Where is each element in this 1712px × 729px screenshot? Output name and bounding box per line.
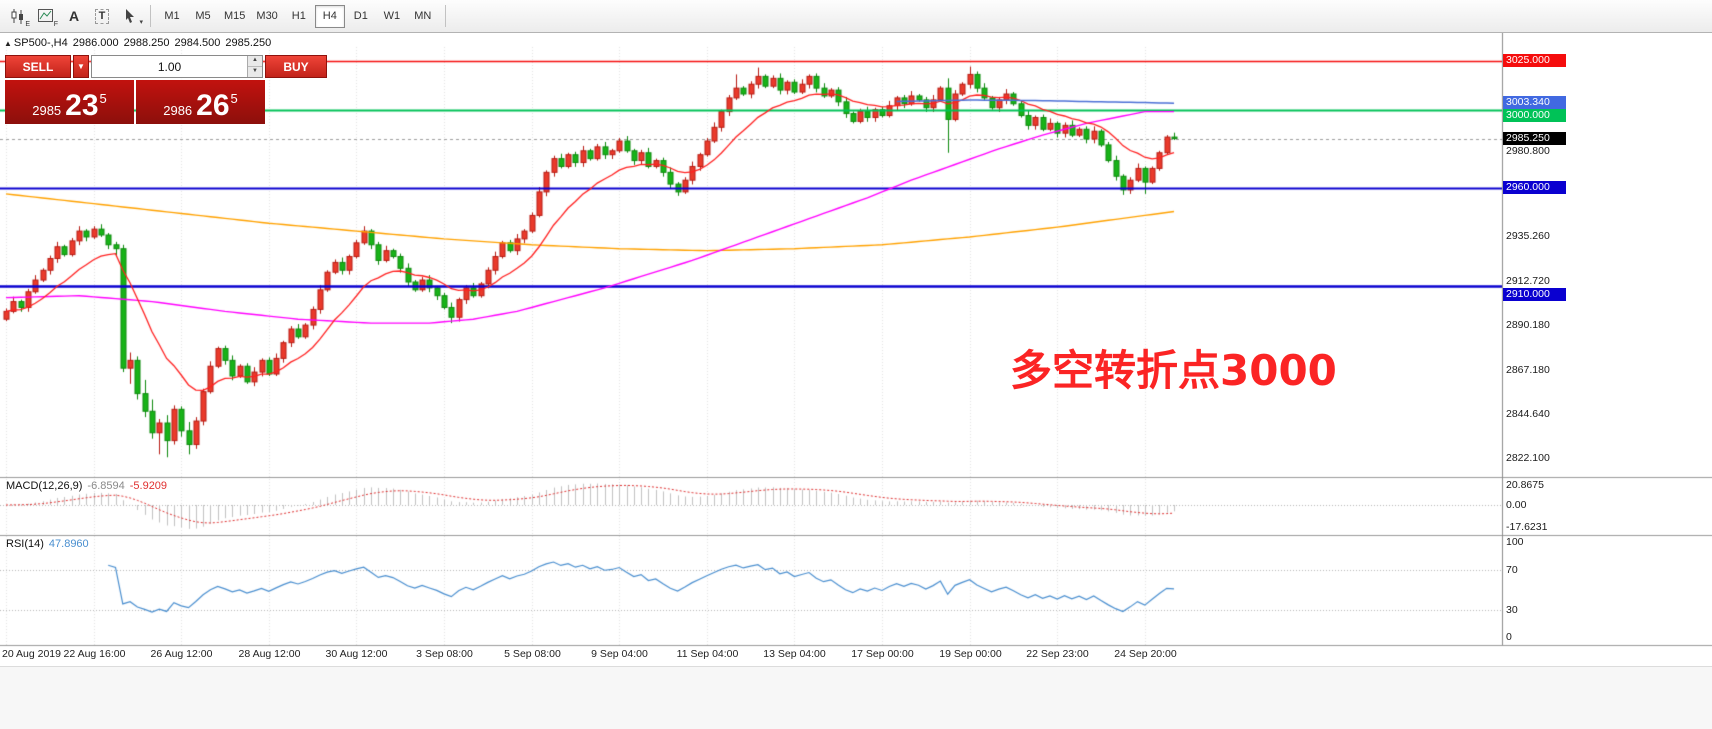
bar-high-value: 2988.250 [123,37,170,49]
timeframe-button-m5[interactable]: M5 [188,5,218,28]
macd-value: -6.8594 [87,480,125,492]
date-axis-label: 9 Sep 04:00 [591,648,648,660]
rsi-scale-label: 100 [1506,536,1524,548]
chart-type-icon-sub-label: E [25,21,30,28]
buy-price-main: 2986 [163,103,193,118]
sell-price-fraction: 5 [99,91,107,106]
price-scale-badge: 3000.000 [1503,109,1566,123]
chevron-down-icon: ▼ [77,62,85,71]
buy-price-pips: 26 [196,89,230,122]
date-axis-label: 11 Sep 04:00 [676,648,739,660]
volume-input-wrap: ▲ ▼ [91,55,263,78]
text-tool-icon[interactable]: T [88,3,116,29]
timeframe-group: M1 M5 M15 M30 H1 H4 D1 W1 MN [157,4,439,28]
rsi-indicator-header: RSI(14) 47.8960 [6,538,94,550]
date-axis-label: 3 Sep 08:00 [416,648,473,660]
timeframe-button-mn[interactable]: MN [408,5,438,28]
one-click-trading-widget: SELL ▼ ▲ ▼ BUY 2985 23 5 2986 26 [5,55,327,124]
bar-open-value: 2986.000 [72,37,119,49]
date-axis-label: 30 Aug 12:00 [325,648,388,660]
volume-decrease-button[interactable]: ▼ [248,67,262,77]
timeframe-button-m15[interactable]: M15 [219,5,250,28]
price-scale-badge: 2985.250 [1503,131,1566,145]
macd-signal-value: -5.9209 [129,480,168,492]
indicator-list-icon-sub-label: F [53,21,58,28]
timeframe-button-d1[interactable]: D1 [346,5,376,28]
date-axis-label: 13 Sep 04:00 [763,648,826,660]
volume-spinner: ▲ ▼ [247,56,262,77]
price-scale-tick: 2890.180 [1506,318,1550,331]
toolbar: E F A T ▾ M1 M5 M15 M30 H1 H4 D1 W1 MN [0,0,1712,33]
macd-scale-label: 20.8675 [1506,479,1544,491]
price-scale-tick: 2912.720 [1506,274,1550,287]
volume-input[interactable] [92,56,247,77]
sell-price-pips: 23 [65,89,99,122]
rsi-scale-label: 30 [1506,604,1518,617]
timeframe-button-m1[interactable]: M1 [157,5,187,28]
chart-annotation: 多空转折点3000 [1010,346,1337,395]
macd-scale-label: -17.6231 [1506,521,1548,533]
buy-button[interactable]: BUY [265,55,327,78]
price-scale-tick: 2935.260 [1506,230,1550,243]
sell-price-main: 2985 [32,103,62,118]
timeframe-button-w1[interactable]: W1 [377,5,407,28]
date-axis-label: 26 Aug 12:00 [150,648,213,660]
indicator-list-icon[interactable]: F [32,3,60,29]
date-axis-label: 24 Sep 20:00 [1114,648,1177,660]
collapse-arrow-icon[interactable]: ▲ [4,39,12,48]
trade-price-panels: 2985 23 5 2986 26 5 [5,80,265,124]
date-axis-label: 22 Sep 23:00 [1026,648,1089,660]
price-scale-tick: 2844.640 [1506,407,1550,420]
rsi-scale-label: 70 [1506,563,1518,576]
price-chart-canvas[interactable] [0,33,1712,729]
rsi-value: 47.8960 [48,538,89,550]
draw-tools-icon[interactable]: ▾ [116,3,144,29]
rsi-scale-label: 0 [1506,631,1512,643]
buy-price-panel[interactable]: 2986 26 5 [136,80,265,124]
toolbar-separator [444,5,446,27]
date-axis-label: 20 Aug 2019 [2,648,61,660]
price-scale-tick: 2867.180 [1506,363,1550,376]
price-scale-badge: 3003.340 [1503,96,1566,110]
date-axis-label: 28 Aug 12:00 [238,648,301,660]
symbol-period-label: SP500-,H4 [13,37,68,49]
price-scale-badge: 3025.000 [1503,53,1566,67]
crosshair-a-icon[interactable]: A [60,3,88,29]
macd-indicator-header: MACD(12,26,9) -6.8594 -5.9209 [6,480,172,492]
chart-type-icon[interactable]: E [4,3,32,29]
timeframe-button-h4[interactable]: H4 [314,4,345,28]
price-scale-tick: 2980.800 [1506,144,1550,157]
timeframe-button-h1[interactable]: H1 [284,5,314,28]
chart-region: ▲ SP500-,H4 2986.000 2988.250 2984.500 2985.2… [0,33,1712,729]
rsi-label: RSI(14) [6,538,44,550]
date-axis-label: 19 Sep 00:00 [939,648,1002,660]
sell-button[interactable]: SELL [5,55,71,78]
toolbar-icon-group: E F A T ▾ [4,3,144,29]
buy-price-fraction: 5 [230,91,238,106]
date-axis-label: 17 Sep 00:00 [851,648,914,660]
toolbar-separator [150,5,151,27]
sell-price-panel[interactable]: 2985 23 5 [5,80,134,124]
price-scale-tick: 2822.100 [1506,452,1550,465]
chevron-down-icon: ▾ [139,19,143,26]
volume-increase-button[interactable]: ▲ [248,56,262,67]
macd-label: MACD(12,26,9) [6,480,83,492]
bar-low-value: 2984.500 [174,37,221,49]
bar-close-value: 2985.250 [225,37,272,49]
date-axis-label: 5 Sep 08:00 [504,648,561,660]
ohlc-header: ▲ SP500-,H4 2986.000 2988.250 2984.500 2985.2… [4,37,276,49]
price-scale-badge: 2960.000 [1503,181,1566,194]
timeframe-button-m30[interactable]: M30 [251,5,282,28]
trade-controls-row: SELL ▼ ▲ ▼ BUY [5,55,327,78]
price-scale-badge: 2910.000 [1503,287,1566,301]
order-type-dropdown-button[interactable]: ▼ [73,55,89,78]
macd-scale-label: 0.00 [1506,499,1527,511]
window-bottom-area [0,666,1712,729]
date-axis-label: 22 Aug 16:00 [63,648,126,660]
